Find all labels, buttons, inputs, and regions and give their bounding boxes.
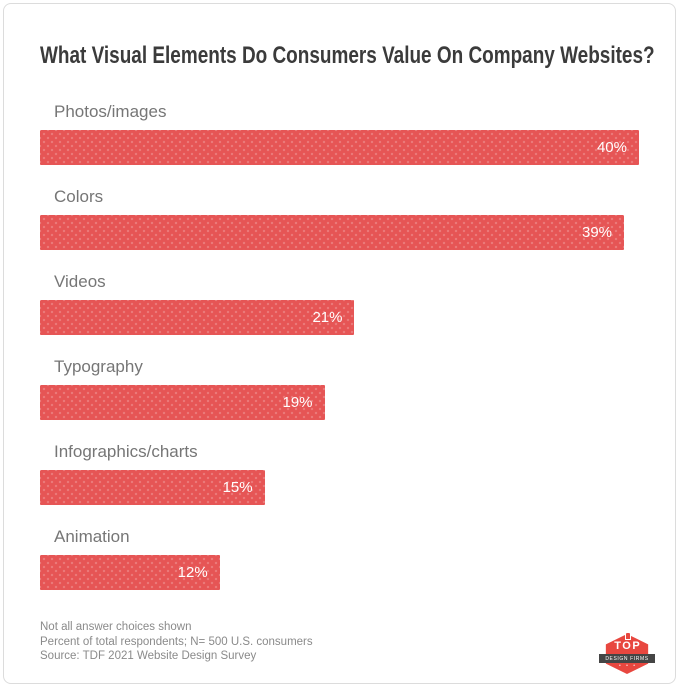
bar-row: Colors 39% xyxy=(40,186,639,250)
footnotes: Not all answer choices shown Percent of … xyxy=(40,620,639,664)
bar: 12% xyxy=(40,555,220,590)
chart-title: What Visual Elements Do Consumers Value … xyxy=(40,42,655,69)
bar: 15% xyxy=(40,470,265,505)
bar-row: Animation 12% xyxy=(40,526,639,590)
value-label: 19% xyxy=(282,394,313,411)
footnote-line: Source: TDF 2021 Website Design Survey xyxy=(40,650,257,662)
category-label: Photos/images xyxy=(54,102,167,121)
bar-row: Infographics/charts 15% xyxy=(40,441,639,505)
bar-row: Photos/images 40% xyxy=(40,101,639,165)
category-label: Typography xyxy=(54,357,143,376)
footnote-line: Percent of total respondents; N= 500 U.S… xyxy=(40,635,313,648)
chart-card: What Visual Elements Do Consumers Value … xyxy=(3,3,676,684)
logo-secondary-text: DESIGN FIRMS xyxy=(605,655,649,662)
bar-row: Typography 19% xyxy=(40,356,639,420)
lightbulb-icon xyxy=(625,632,631,640)
top-design-firms-logo: TOP DESIGN FIRMS • • • xyxy=(599,632,655,676)
footnote-line: Not all answer choices shown xyxy=(40,621,192,633)
value-label: 21% xyxy=(312,309,343,326)
bar-chart: Photos/images 40% Colors 39% Videos 21% Typogr… xyxy=(40,101,639,590)
bar: 19% xyxy=(40,385,325,420)
logo-primary-text: TOP xyxy=(614,640,642,652)
bar: 21% xyxy=(40,300,355,335)
category-label: Colors xyxy=(54,187,104,206)
category-label: Infographics/charts xyxy=(54,442,198,461)
category-label: Videos xyxy=(54,272,106,291)
bar: 39% xyxy=(40,215,625,250)
bar-row: Videos 21% xyxy=(40,271,639,335)
category-label: Animation xyxy=(54,527,130,546)
value-label: 40% xyxy=(596,139,627,156)
value-label: 39% xyxy=(581,224,613,241)
value-label: 15% xyxy=(222,479,253,496)
logo-dots: • • • xyxy=(618,663,638,669)
bar: 40% xyxy=(40,130,639,165)
value-label: 12% xyxy=(177,564,208,581)
logo-ribbon: DESIGN FIRMS xyxy=(599,654,655,663)
